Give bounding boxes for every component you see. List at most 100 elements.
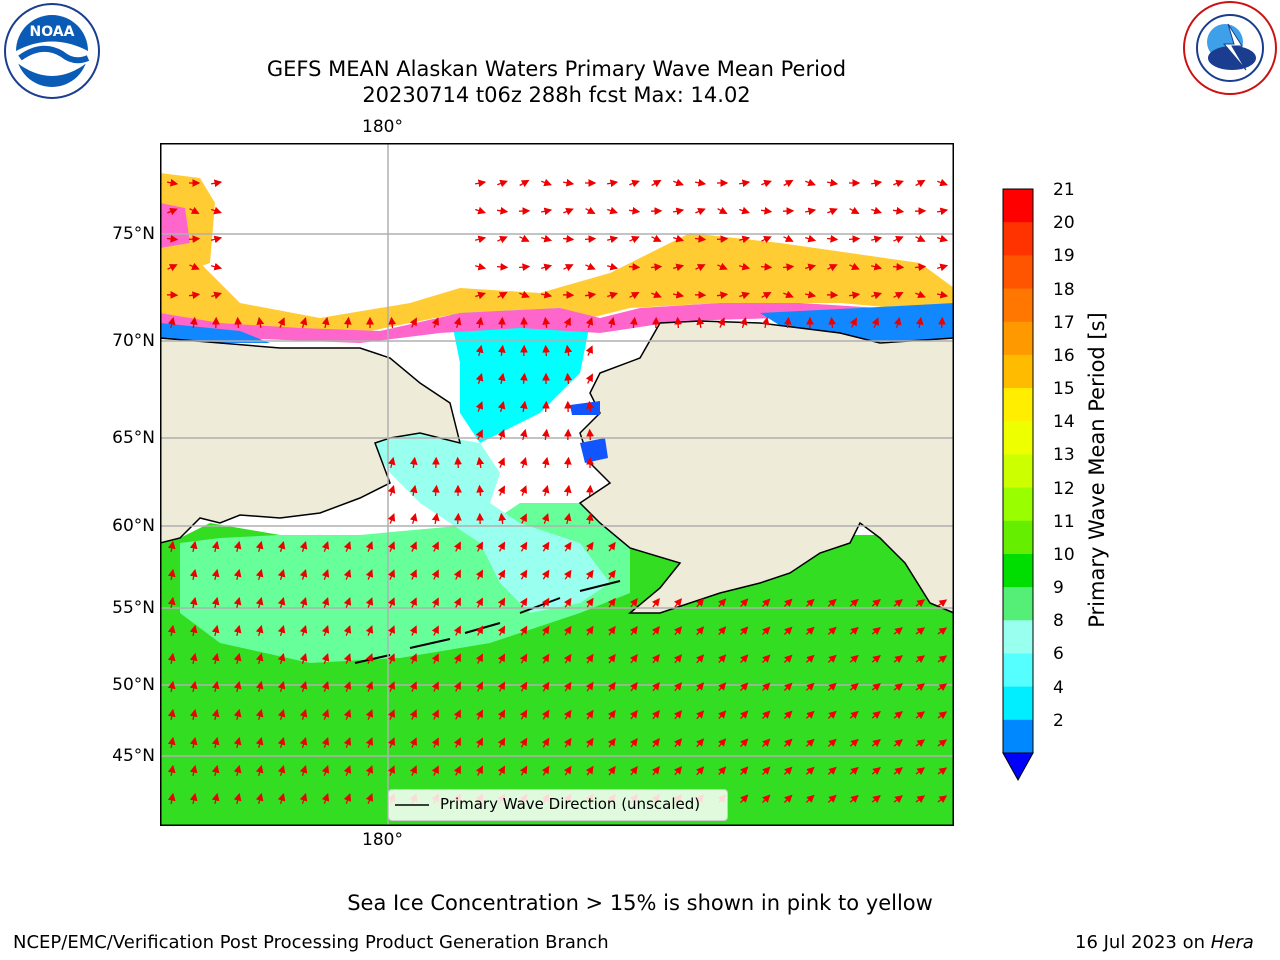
colorbar-tick-label: 12	[1053, 478, 1075, 499]
wave-arrow	[453, 569, 461, 580]
wave-arrow	[674, 682, 682, 692]
wave-arrow	[453, 316, 462, 328]
legend-line-icon	[395, 804, 429, 806]
wave-arrow	[849, 682, 859, 691]
wave-arrow	[497, 179, 508, 188]
wave-arrow	[937, 739, 948, 748]
wave-arrow	[652, 710, 660, 720]
wave-arrow	[541, 484, 550, 496]
colorbar-under-arrow	[1002, 752, 1034, 782]
wave-arrow	[827, 626, 837, 635]
wave-arrow	[453, 709, 461, 720]
wave-arrow	[762, 710, 771, 720]
wave-arrow	[211, 708, 220, 721]
wave-arrow	[783, 682, 793, 691]
wave-arrow	[628, 263, 641, 271]
wave-arrow	[277, 764, 286, 776]
wave-arrow	[563, 737, 572, 748]
wave-arrow	[585, 512, 594, 525]
wave-arrow	[827, 710, 837, 719]
wave-arrow	[827, 654, 837, 663]
wave-arrow	[365, 597, 374, 608]
wave-arrow	[475, 681, 483, 692]
wave-arrow	[586, 428, 594, 441]
wave-arrow	[321, 709, 330, 720]
wave-arrow	[321, 541, 330, 552]
wave-arrow	[343, 597, 352, 608]
colorbar-swatch	[1003, 520, 1033, 555]
wave-arrow	[762, 626, 771, 636]
wave-arrow	[893, 795, 903, 803]
wave-arrow	[519, 179, 530, 188]
wave-arrow	[914, 263, 927, 272]
colorbar-ticks: 21 20 19 18 17 16 15 14 13 12 11 10 9 8 6 4 2	[1040, 180, 1090, 770]
wave-arrow	[475, 206, 486, 215]
wave-arrow	[519, 513, 527, 524]
wave-arrow	[915, 290, 926, 299]
wave-arrow	[805, 710, 815, 719]
wave-arrow	[892, 206, 905, 215]
wave-arrow	[696, 654, 705, 664]
wave-arrow	[299, 765, 308, 776]
wave-arrow	[519, 457, 528, 468]
wave-arrow	[607, 206, 618, 215]
wave-arrow	[409, 484, 418, 497]
wave-arrow	[585, 345, 593, 356]
lat-label-55: 55°N	[112, 598, 155, 618]
wave-arrow	[188, 235, 201, 243]
wave-arrow	[740, 682, 749, 692]
wave-arrow	[804, 290, 817, 299]
wave-arrow	[738, 179, 751, 188]
wave-arrow	[563, 765, 572, 776]
lat-label-75: 75°N	[112, 224, 155, 244]
wave-arrow	[585, 541, 594, 552]
wave-arrow	[497, 372, 506, 385]
wave-arrow	[431, 317, 440, 328]
wave-arrow	[321, 569, 330, 580]
wave-arrow	[629, 765, 638, 776]
wave-arrow	[629, 236, 640, 244]
wave-arrow	[431, 512, 440, 525]
wave-arrow	[519, 709, 528, 720]
wave-arrow	[541, 597, 550, 608]
wave-arrow	[607, 681, 616, 692]
wave-arrow	[409, 569, 417, 580]
wave-arrow	[541, 653, 550, 664]
wave-arrow	[299, 737, 308, 748]
wave-arrow	[167, 652, 176, 665]
wave-arrow	[848, 235, 861, 243]
wave-arrow	[607, 653, 616, 664]
wave-arrow	[277, 680, 286, 692]
wave-arrow	[365, 793, 374, 804]
wave-arrow	[650, 263, 663, 272]
wave-arrow	[805, 766, 815, 775]
wave-arrow	[475, 541, 483, 552]
wave-direction-arrows	[166, 178, 949, 805]
wave-arrow	[387, 625, 395, 636]
wave-arrow	[827, 794, 837, 803]
wave-arrow	[783, 316, 792, 329]
wave-arrow	[541, 737, 550, 748]
wave-arrow	[586, 484, 594, 497]
wave-arrow	[760, 263, 773, 271]
nws-logo	[1183, 1, 1277, 95]
wave-arrow	[519, 653, 528, 664]
wave-arrow	[871, 317, 880, 328]
wave-arrow	[497, 541, 506, 552]
wave-arrow	[783, 738, 793, 747]
wave-arrow	[674, 766, 682, 776]
wave-arrow	[629, 709, 638, 720]
wave-arrow	[585, 262, 596, 270]
wave-arrow	[717, 262, 728, 270]
wave-arrow	[805, 598, 815, 607]
wave-arrow	[167, 540, 176, 553]
wave-arrow	[343, 316, 352, 329]
wave-arrow	[474, 262, 487, 271]
wave-arrow	[718, 598, 727, 608]
wave-arrow	[870, 179, 883, 188]
wave-arrow	[453, 541, 461, 552]
wave-arrow	[542, 400, 550, 413]
wave-arrow	[189, 206, 200, 214]
colorbar-tick-label: 15	[1053, 379, 1075, 400]
wave-arrow	[475, 625, 483, 636]
